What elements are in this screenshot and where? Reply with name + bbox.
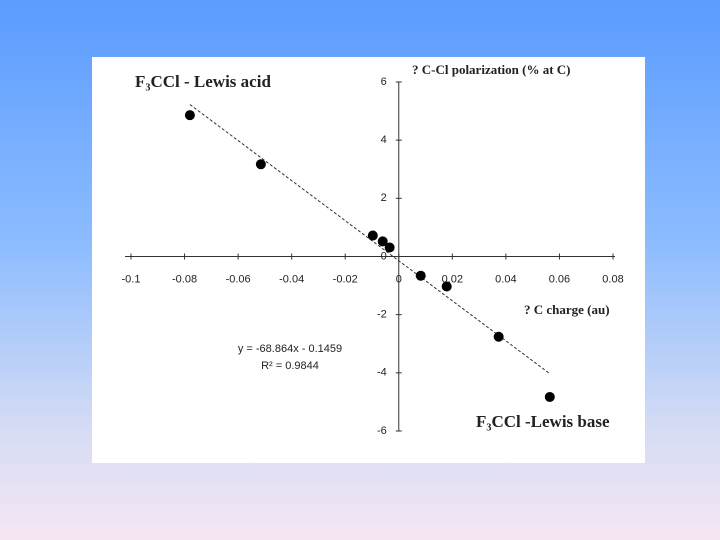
x-tick-label: -0.08 — [172, 273, 197, 285]
y-tick-label: 6 — [381, 76, 387, 88]
y-tick-label: 0 — [381, 250, 387, 262]
data-point — [367, 230, 378, 241]
x-tick-label: 0.04 — [495, 273, 516, 285]
y-tick-label: -6 — [377, 425, 387, 437]
x-tick-label: -0.06 — [226, 273, 251, 285]
y-tick-label: 2 — [381, 192, 387, 204]
data-point — [184, 110, 195, 121]
data-point — [544, 391, 555, 402]
data-point — [441, 281, 452, 292]
chart-panel — [92, 57, 645, 463]
x-tick-label: -0.1 — [122, 273, 141, 285]
data-point — [384, 242, 395, 253]
y-tick-label: -2 — [377, 309, 387, 321]
trendline-equation: y = -68.864x - 0.1459 — [238, 343, 342, 355]
x-tick-label: -0.04 — [279, 273, 304, 285]
data-point — [255, 159, 266, 170]
x-axis-label: ? C charge (au) — [524, 302, 610, 317]
x-tick-label: 0.06 — [549, 273, 570, 285]
y-axis-label: ? C-Cl polarization (% at C) — [412, 62, 571, 77]
annotation: F₃CCl - Lewis acid — [135, 72, 271, 91]
y-tick-label: -4 — [377, 367, 387, 379]
x-tick-label: 0.08 — [602, 273, 623, 285]
x-tick-label: -0.02 — [333, 273, 358, 285]
y-tick-label: 4 — [381, 134, 387, 146]
data-point — [415, 270, 426, 281]
data-point — [377, 236, 388, 247]
data-point — [493, 331, 504, 342]
r-squared: R² = 0.9844 — [261, 360, 319, 372]
x-tick-label: 0 — [396, 273, 402, 285]
annotation: F₃CCl -Lewis base — [476, 412, 610, 431]
